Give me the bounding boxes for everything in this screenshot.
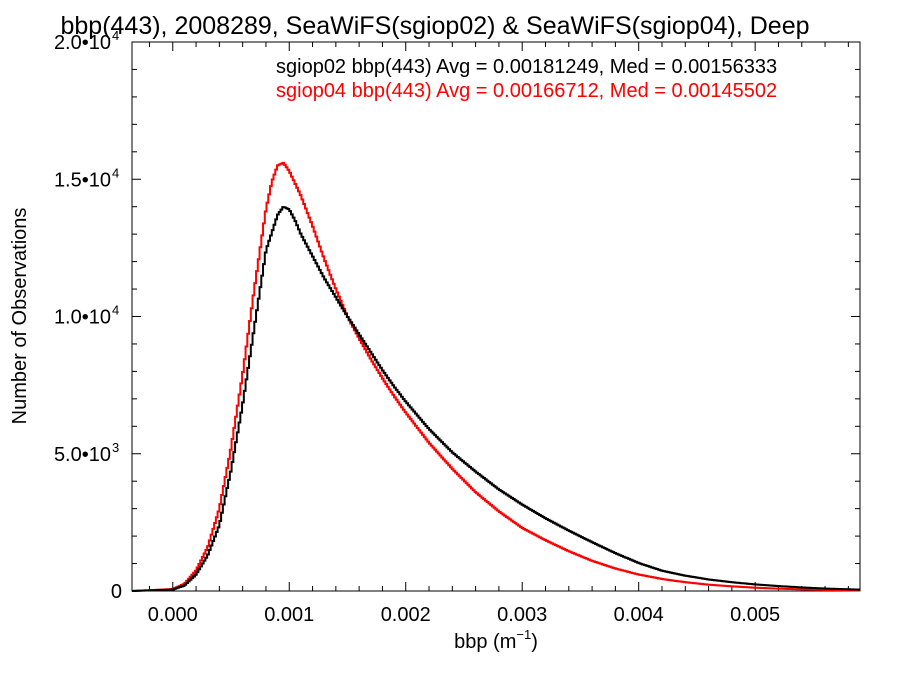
- y-tick-exponent: 3: [112, 440, 119, 455]
- y-axis-label: Number of Observations: [9, 208, 31, 425]
- y-tick-exponent: 4: [112, 28, 119, 43]
- legend: sgiop02 bbp(443) Avg = 0.00181249, Med =…: [276, 56, 777, 102]
- x-tick-label: 0.004: [614, 604, 664, 626]
- chart-title: bbp(443), 2008289, SeaWiFS(sgiop02) & Se…: [60, 12, 809, 40]
- x-tick-label: 0.002: [381, 604, 431, 626]
- y-tick-exponent: 4: [112, 165, 119, 180]
- x-axis-ticks: 0.000 0.001 0.002 0.003 0.004 0.005: [148, 42, 849, 626]
- y-tick-label: 2.0•10: [54, 32, 111, 54]
- y-tick-label: 0: [111, 581, 122, 603]
- x-tick-label: 0.003: [497, 604, 547, 626]
- x-tick-label: 0.001: [264, 604, 314, 626]
- x-tick-label: 0.000: [148, 604, 198, 626]
- y-tick-exponent: 4: [112, 303, 119, 318]
- y-tick-label: 1.0•10: [54, 307, 111, 329]
- y-axis-ticks: 05.0•10 31.0•10 41.5•10 42.0•10 4: [54, 28, 860, 603]
- series-line-sgiop04: [132, 161, 860, 592]
- series-layer: [132, 161, 860, 592]
- x-axis-label: bbp (m−1): [454, 627, 538, 653]
- x-tick-label: 0.005: [730, 604, 780, 626]
- legend-entry-sgiop04: sgiop04 bbp(443) Avg = 0.00166712, Med =…: [276, 80, 777, 102]
- y-tick-label: 5.0•10: [54, 444, 111, 466]
- legend-entry-sgiop02: sgiop02 bbp(443) Avg = 0.00181249, Med =…: [276, 56, 777, 78]
- y-tick-label: 1.5•10: [54, 169, 111, 191]
- series-line-sgiop02: [132, 206, 860, 592]
